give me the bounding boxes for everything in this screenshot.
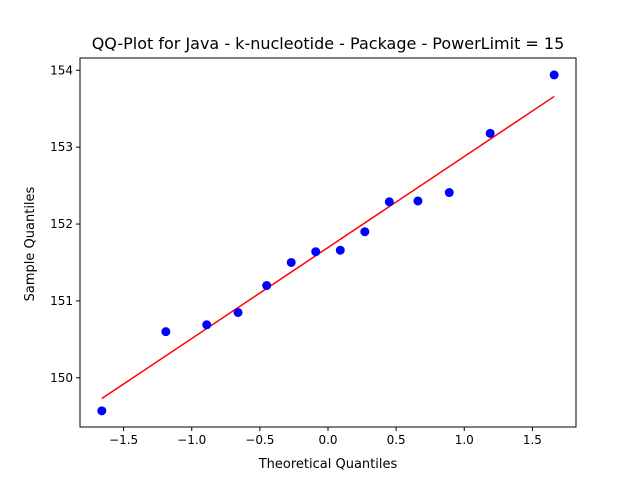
x-tick-label: 1.0 (455, 433, 474, 447)
x-tick-label: 0.5 (387, 433, 406, 447)
reference-line (101, 95, 555, 400)
x-tick-label: −1.0 (177, 433, 206, 447)
data-point (444, 188, 454, 198)
data-point (202, 320, 212, 330)
data-point (485, 128, 495, 138)
plot-area: −1.5 −1.0 −0.5 0.0 0.5 1.0 1.5 150 151 152 153 154 (50, 57, 577, 447)
y-tick-label: 152 (50, 217, 73, 231)
x-tick-label: −1.5 (109, 433, 138, 447)
y-tick-label: 153 (50, 140, 73, 154)
y-axis-label: Sample Quantiles (23, 186, 38, 301)
data-point (286, 257, 296, 267)
data-point (549, 70, 559, 80)
data-point (311, 247, 321, 257)
data-point (384, 197, 394, 207)
data-point (161, 327, 171, 337)
data-point (413, 196, 423, 206)
data-point (360, 227, 370, 237)
data-point (97, 406, 107, 416)
y-tick-label: 154 (50, 63, 73, 77)
x-tick-label: −0.5 (245, 433, 274, 447)
y-tick-label: 150 (50, 371, 73, 385)
data-point (233, 307, 243, 317)
x-tick-label: 0.0 (318, 433, 337, 447)
x-tick-label: 1.5 (523, 433, 542, 447)
chart-title: QQ-Plot for Java - k-nucleotide - Packag… (92, 34, 565, 53)
data-point (335, 245, 345, 255)
y-tick-label: 151 (50, 294, 73, 308)
data-point (262, 281, 272, 291)
x-axis-label: Theoretical Quantiles (258, 457, 398, 472)
